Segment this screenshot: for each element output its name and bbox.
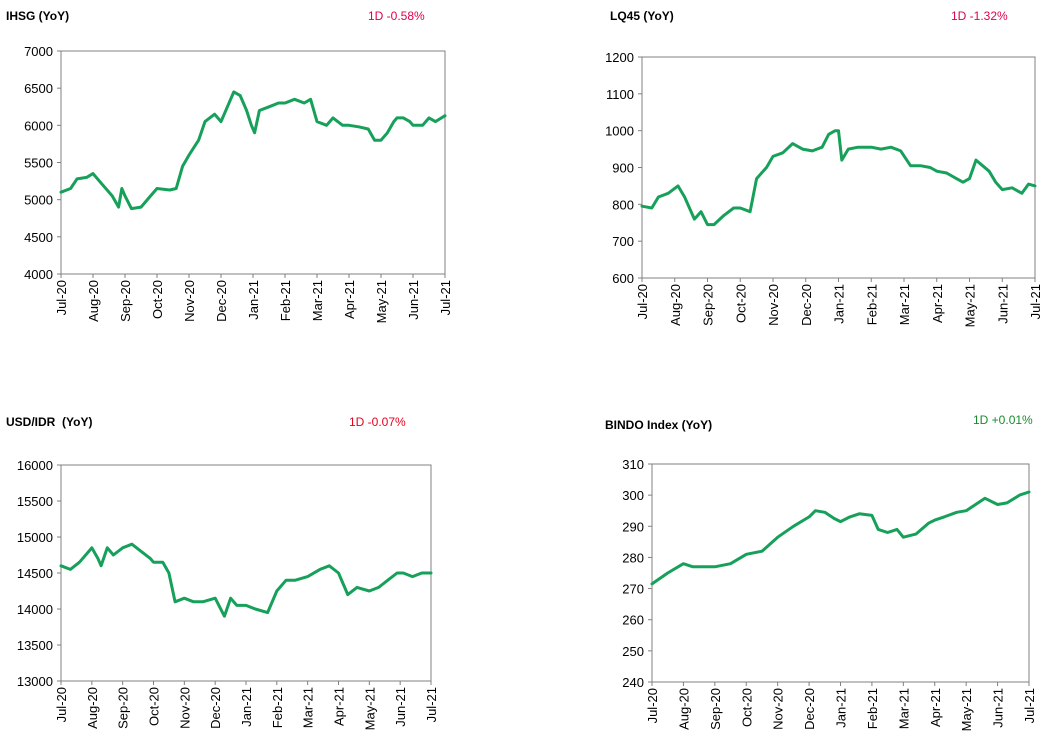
series-line <box>650 490 1031 586</box>
x-tick-label: Feb-21 <box>270 687 285 728</box>
y-tick-label: 270 <box>622 582 644 597</box>
y-tick-label: 1100 <box>606 87 634 102</box>
x-tick-label: Jul-21 <box>1022 688 1037 723</box>
x-tick-label: Mar-21 <box>897 284 912 325</box>
y-tick-label: 15000 <box>17 530 53 545</box>
x-tick-label: Apr-21 <box>342 280 357 319</box>
x-tick-label: May-21 <box>959 688 974 731</box>
daily-change: 1D +0.01% <box>973 413 1033 427</box>
chart-title: BINDO Index (YoY) <box>605 418 713 432</box>
series-line <box>59 542 433 618</box>
y-tick-label: 1000 <box>605 124 634 139</box>
y-tick-label: 16000 <box>17 458 53 473</box>
x-tick-label: Jun-21 <box>406 280 421 320</box>
series-line <box>59 90 447 211</box>
x-tick-label: Apr-21 <box>332 687 347 726</box>
x-tick-label: Sep-20 <box>116 687 131 729</box>
y-tick-label: 300 <box>622 488 644 503</box>
x-tick-label: Aug-20 <box>86 280 101 322</box>
x-tick-label: Aug-20 <box>85 687 100 729</box>
y-tick-label: 240 <box>622 675 644 690</box>
y-tick-label: 4000 <box>24 267 53 282</box>
x-tick-label: Nov-20 <box>766 284 781 326</box>
x-tick-label: Aug-20 <box>668 284 683 326</box>
y-tick-label: 290 <box>622 519 644 534</box>
x-tick-label: Sep-20 <box>708 688 723 730</box>
x-tick-label: Apr-21 <box>930 284 945 323</box>
x-tick-label: Dec-20 <box>214 280 229 322</box>
x-tick-label: Jan-21 <box>239 687 254 727</box>
y-tick-label: 800 <box>612 197 634 212</box>
y-tick-label: 900 <box>612 161 634 176</box>
chart-title: LQ45 (YoY) <box>610 9 674 23</box>
x-tick-label: Jul-20 <box>54 687 69 722</box>
x-tick-label: Oct-20 <box>147 687 162 726</box>
x-tick-label: Nov-20 <box>182 280 197 322</box>
x-tick-label: Jul-20 <box>635 284 650 319</box>
x-tick-label: Jan-21 <box>832 284 847 324</box>
x-tick-label: Dec-20 <box>802 688 817 730</box>
x-tick-label: Jun-21 <box>991 688 1006 728</box>
series-line <box>640 129 1037 227</box>
y-tick-label: 260 <box>622 613 644 628</box>
x-tick-label: Jul-20 <box>54 280 69 315</box>
x-tick-label: Mar-21 <box>310 280 325 321</box>
x-tick-label: Feb-21 <box>865 688 880 729</box>
y-tick-label: 14000 <box>17 602 53 617</box>
x-tick-label: Oct-20 <box>739 688 754 727</box>
x-tick-label: May-21 <box>362 687 377 730</box>
x-tick-label: Apr-21 <box>928 688 943 727</box>
plot-area <box>651 463 1030 683</box>
y-tick-label: 5000 <box>24 193 53 208</box>
x-tick-label: Jun-21 <box>393 687 408 727</box>
x-tick-label: Jan-21 <box>834 688 849 728</box>
x-tick-label: Oct-20 <box>150 280 165 319</box>
x-tick-label: Aug-20 <box>676 688 691 730</box>
x-tick-label: Jun-21 <box>995 284 1010 324</box>
y-tick-label: 1200 <box>605 50 634 65</box>
x-tick-label: Jul-20 <box>645 688 660 723</box>
daily-change: 1D -0.58% <box>368 9 425 23</box>
y-tick-label: 310 <box>622 457 644 472</box>
x-tick-label: Jul-21 <box>424 687 439 722</box>
y-tick-label: 7000 <box>24 44 53 59</box>
chart-title: IHSG (YoY) <box>6 9 70 23</box>
y-tick-label: 14500 <box>17 566 53 581</box>
y-tick-label: 15500 <box>17 494 53 509</box>
y-tick-label: 5500 <box>24 156 53 171</box>
y-tick-label: 6500 <box>24 81 53 96</box>
y-tick-label: 280 <box>622 550 644 565</box>
x-tick-label: Jul-21 <box>438 280 453 315</box>
y-tick-label: 13500 <box>17 638 53 653</box>
y-tick-label: 600 <box>612 271 634 286</box>
x-tick-label: Nov-20 <box>177 687 192 729</box>
y-tick-label: 6000 <box>24 118 53 133</box>
x-tick-label: Sep-20 <box>118 280 133 322</box>
x-tick-label: Oct-20 <box>733 284 748 323</box>
x-tick-label: Sep-20 <box>701 284 716 326</box>
y-tick-label: 250 <box>622 644 644 659</box>
x-tick-label: May-21 <box>963 284 978 327</box>
x-tick-label: Feb-21 <box>278 280 293 321</box>
daily-change: 1D -1.32% <box>951 9 1008 23</box>
x-tick-label: Jan-21 <box>246 280 261 320</box>
y-tick-label: 13000 <box>17 674 53 689</box>
x-tick-label: Feb-21 <box>864 284 879 325</box>
x-tick-label: Jul-21 <box>1028 284 1043 319</box>
chart-title: USD/IDR (YoY) <box>6 415 93 429</box>
daily-change: 1D -0.07% <box>349 415 406 429</box>
x-tick-label: Mar-21 <box>301 687 316 728</box>
y-tick-label: 700 <box>612 234 634 249</box>
x-tick-label: Dec-20 <box>799 284 814 326</box>
x-tick-label: Dec-20 <box>208 687 223 729</box>
x-tick-label: Mar-21 <box>896 688 911 729</box>
x-tick-label: May-21 <box>374 280 389 323</box>
y-tick-label: 4500 <box>24 230 53 245</box>
x-tick-label: Nov-20 <box>771 688 786 730</box>
